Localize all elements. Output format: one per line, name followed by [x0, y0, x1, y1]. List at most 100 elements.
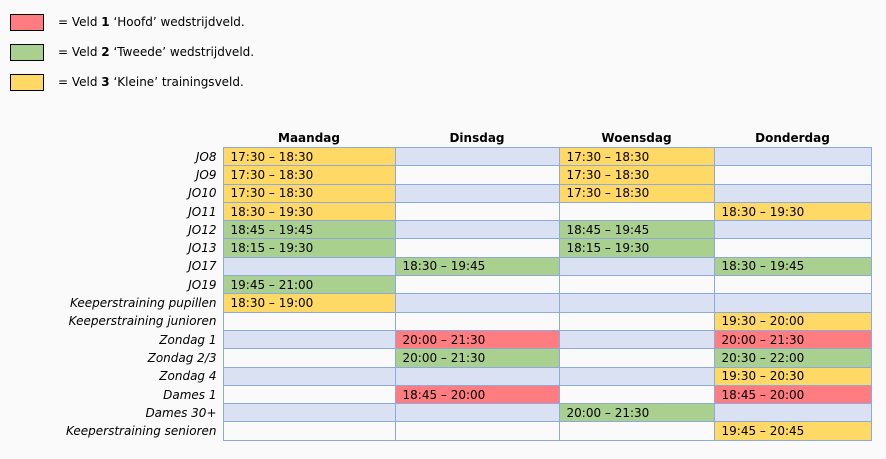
table-row: JO12 18:45 – 19:45 18:45 – 19:45 — [0, 220, 872, 240]
schedule-cell — [394, 146, 560, 167]
corner-header — [0, 129, 223, 148]
schedule-cell — [222, 384, 396, 405]
schedule-cell — [713, 238, 872, 258]
table-row: JO9 17:30 – 18:30 17:30 – 18:30 — [0, 165, 872, 185]
schedule-cell: 18:30 – 19:45 — [394, 256, 560, 277]
schedule-cell — [394, 183, 560, 203]
schedule-cell: 20:30 – 22:00 — [713, 348, 872, 368]
schedule-cell — [394, 165, 560, 185]
schedule-cell: 19:30 – 20:00 — [713, 311, 872, 331]
schedule-cell: 17:30 – 18:30 — [222, 183, 396, 203]
schedule-cell: 18:30 – 19:30 — [222, 201, 396, 222]
schedule-cell — [713, 403, 872, 423]
table-row: JO8 17:30 – 18:30 17:30 – 18:30 — [0, 146, 872, 167]
team-label: Keeperstraining senioren — [65, 424, 217, 439]
schedule-cell — [558, 421, 715, 441]
legend-item: = Veld 2 ‘Tweede’ wedstrijdveld. — [10, 37, 254, 67]
schedule-cell — [394, 403, 560, 423]
legend-label: = Veld 3 ‘Kleine’ trainingsveld. — [58, 75, 244, 89]
schedule-cell — [394, 220, 560, 240]
team-label: JO19 — [188, 277, 217, 292]
color-swatch — [10, 43, 44, 61]
schedule-cell — [713, 165, 872, 185]
schedule-cell: 19:30 – 20:30 — [713, 366, 872, 386]
schedule-cell — [713, 293, 872, 313]
table-row: JO10 17:30 – 18:30 17:30 – 18:30 — [0, 183, 872, 203]
day-header: Maandag — [278, 131, 340, 145]
schedule-cell — [558, 201, 715, 222]
schedule-cell — [558, 293, 715, 313]
schedule-cell — [394, 366, 560, 386]
schedule-cell — [558, 329, 715, 350]
team-label: JO11 — [188, 204, 217, 219]
schedule-cell — [222, 311, 396, 331]
schedule-cell: 20:00 – 21:30 — [713, 329, 872, 350]
schedule-cell — [713, 220, 872, 240]
day-header: Woensdag — [601, 131, 672, 145]
legend-item: = Veld 3 ‘Kleine’ trainingsveld. — [10, 67, 254, 97]
schedule-cell: 18:45 – 19:45 — [222, 220, 396, 240]
legend-label: = Veld 1 ‘Hoofd’ wedstrijdveld. — [58, 15, 245, 29]
team-label: Dames 1 — [163, 387, 217, 402]
table-row: Keeperstraining junioren 19:30 – 20:00 — [0, 311, 872, 331]
schedule-cell: 18:45 – 20:00 — [394, 384, 560, 405]
schedule-cell: 18:45 – 20:00 — [713, 384, 872, 405]
schedule-cell — [394, 421, 560, 441]
color-swatch — [10, 13, 44, 31]
schedule-cell — [558, 366, 715, 386]
schedule-cell — [558, 384, 715, 405]
schedule-cell — [222, 329, 396, 350]
schedule-cell: 17:30 – 18:30 — [222, 165, 396, 185]
table-row: Dames 30+ 20:00 – 21:30 — [0, 403, 872, 423]
team-label: JO17 — [188, 259, 217, 274]
team-label: JO12 — [188, 222, 217, 237]
schedule-cell — [222, 366, 396, 386]
schedule-cell: 17:30 – 18:30 — [558, 165, 715, 185]
team-label: Keeperstraining junioren — [68, 314, 217, 329]
schedule-cell: 18:15 – 19:30 — [222, 238, 396, 258]
table-row: JO13 18:15 – 19:30 18:15 – 19:30 — [0, 238, 872, 258]
schedule-cell: 18:30 – 19:30 — [713, 201, 872, 222]
schedule-cell — [558, 311, 715, 331]
schedule-cell: 19:45 – 21:00 — [222, 275, 396, 295]
team-label: JO9 — [195, 167, 217, 182]
schedule-cell: 20:00 – 21:30 — [394, 348, 560, 368]
schedule-cell — [558, 275, 715, 295]
schedule-cell: 20:00 – 21:30 — [558, 403, 715, 423]
table-row: JO17 18:30 – 19:45 18:30 – 19:45 — [0, 256, 872, 277]
schedule-cell — [222, 256, 396, 277]
team-label: Zondag 1 — [159, 332, 217, 347]
schedule-cell — [394, 238, 560, 258]
schedule-cell: 18:45 – 19:45 — [558, 220, 715, 240]
schedule-cell — [222, 403, 396, 423]
team-label: Dames 30+ — [145, 405, 217, 420]
table-row: Dames 1 18:45 – 20:00 18:45 – 20:00 — [0, 384, 872, 405]
schedule-cell: 17:30 – 18:30 — [558, 146, 715, 167]
team-label: Zondag 2/3 — [147, 350, 217, 365]
schedule-cell: 17:30 – 18:30 — [558, 183, 715, 203]
schedule-cell: 20:00 – 21:30 — [394, 329, 560, 350]
team-label: Zondag 4 — [159, 369, 217, 384]
schedule-cell — [222, 348, 396, 368]
team-label: Keeperstraining pupillen — [69, 296, 217, 311]
table-row: JO11 18:30 – 19:30 18:30 – 19:30 — [0, 201, 872, 222]
schedule-cell — [222, 421, 396, 441]
schedule-cell — [558, 256, 715, 277]
team-label: JO10 — [188, 186, 217, 201]
schedule-cell: 19:45 – 20:45 — [713, 421, 872, 441]
legend-label: = Veld 2 ‘Tweede’ wedstrijdveld. — [58, 45, 255, 59]
table-row: Zondag 4 19:30 – 20:30 — [0, 366, 872, 386]
schedule-cell — [394, 201, 560, 222]
schedule-cell — [713, 183, 872, 203]
legend-item: = Veld 1 ‘Hoofd’ wedstrijdveld. — [10, 7, 254, 37]
schedule-cell: 18:30 – 19:00 — [222, 293, 396, 313]
schedule-cell: 18:15 – 19:30 — [558, 238, 715, 258]
schedule-cell: 17:30 – 18:30 — [222, 146, 396, 167]
legend: = Veld 1 ‘Hoofd’ wedstrijdveld. = Veld 2 … — [10, 7, 254, 97]
schedule-cell: 18:30 – 19:45 — [713, 256, 872, 277]
team-label: JO8 — [195, 149, 217, 164]
schedule-cell — [558, 348, 715, 368]
schedule-cell — [713, 275, 872, 295]
table-row: Zondag 2/3 20:00 – 21:30 20:30 – 22:00 — [0, 348, 872, 368]
table-row: Keeperstraining senioren 19:45 – 20:45 — [0, 421, 872, 441]
